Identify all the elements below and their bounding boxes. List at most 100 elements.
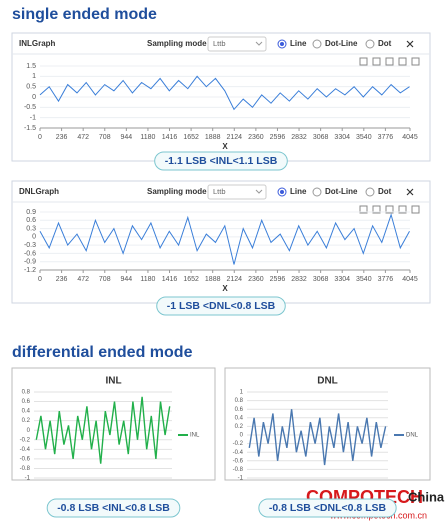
chart-title: DNL	[317, 376, 338, 387]
y-tick-label: -0.6	[20, 456, 31, 462]
y-tick-label: 0.4	[235, 415, 244, 421]
x-tick-label: 0	[38, 276, 42, 283]
x-tick-label: 3068	[313, 134, 329, 141]
data-line	[39, 75, 410, 111]
section-heading: differential ended mode	[12, 344, 193, 361]
y-tick-label: 0.8	[235, 398, 244, 404]
y-tick-label: -0.4	[233, 450, 244, 456]
x-tick-label: 3304	[334, 276, 350, 283]
radio[interactable]	[312, 187, 322, 197]
toolbar-icon[interactable]	[398, 57, 407, 66]
radio-dot	[280, 190, 284, 194]
x-tick-label: 3540	[356, 276, 372, 283]
x-tick-label: 2596	[270, 134, 286, 141]
x-tick-label: 2832	[291, 134, 307, 141]
sampling-select[interactable]	[207, 36, 267, 52]
y-tick-label: 0.2	[235, 424, 244, 430]
note-pill: -1 LSB <DNL<0.8 LSB	[156, 296, 286, 316]
toolbar-icon[interactable]	[359, 205, 368, 214]
toolbar-icon[interactable]	[372, 205, 381, 214]
chart-title: INL	[105, 376, 121, 387]
radio[interactable]	[365, 187, 375, 197]
x-tick-label: 1652	[183, 276, 199, 283]
x-tick-label: 2832	[291, 276, 307, 283]
y-tick-label: -0.6	[233, 458, 244, 464]
select-caret	[255, 189, 263, 194]
x-tick-label: 1652	[183, 134, 199, 141]
x-tick-label: 3776	[378, 276, 394, 283]
note-pill: -1.1 LSB <INL<1.1 LSB	[154, 151, 288, 171]
y-tick-label: 0.4	[22, 409, 31, 415]
x-axis-label: X	[222, 142, 228, 151]
y-tick-label: -1	[238, 476, 244, 482]
x-tick-label: 472	[77, 134, 89, 141]
x-tick-label: 1180	[140, 134, 155, 141]
toolbar-icon[interactable]	[385, 205, 394, 214]
radio-label: Line	[290, 187, 307, 196]
range-note: -0.8 LSB <INL<0.8 LSB	[57, 502, 170, 514]
x-tick-label: 708	[99, 134, 111, 141]
data-line	[248, 409, 387, 466]
close-icon[interactable]	[406, 188, 414, 196]
y-tick-label: -0.8	[233, 467, 244, 473]
chart-title: INLGraph	[19, 39, 56, 48]
pill-bg	[258, 498, 397, 518]
data-line	[39, 213, 410, 265]
x-tick-label: 708	[99, 276, 111, 283]
radio[interactable]	[312, 39, 322, 49]
y-tick-label: -0.3	[24, 242, 36, 249]
radio-label: Dot	[378, 187, 392, 196]
toolbar-icon[interactable]	[359, 57, 368, 66]
radio-label: Dot-Line	[325, 39, 358, 48]
toolbar-icon[interactable]	[398, 205, 407, 214]
y-tick-label: 0.2	[22, 418, 31, 424]
x-tick-label: 236	[56, 276, 68, 283]
radio-label: Dot	[378, 39, 392, 48]
x-tick-label: 944	[121, 276, 133, 283]
chart-title: DNLGraph	[19, 187, 59, 196]
data-line	[35, 396, 171, 464]
chart-panel	[11, 367, 216, 481]
pill-bg	[156, 296, 286, 316]
y-tick-label: -0.4	[20, 447, 31, 453]
sampling-label: Sampling mode	[147, 187, 207, 196]
radio-label: Line	[290, 39, 307, 48]
y-tick-label: -0.8	[20, 466, 31, 472]
y-tick-label: -0.2	[20, 437, 31, 443]
note-pill: -0.8 LSB <DNL<0.8 LSB	[258, 498, 397, 518]
close-icon[interactable]	[406, 40, 414, 48]
x-tick-label: 236	[56, 134, 68, 141]
toolbar-icon[interactable]	[372, 57, 381, 66]
note-pill: -0.8 LSB <INL<0.8 LSB	[46, 498, 181, 518]
y-tick-label: -0.9	[24, 259, 36, 266]
x-tick-label: 944	[121, 134, 133, 141]
watermark-region: China	[408, 489, 445, 504]
y-tick-label: -1	[30, 115, 36, 122]
chart-panel	[224, 367, 431, 481]
y-tick-label: 1.5	[26, 63, 36, 70]
x-tick-label: 1888	[205, 276, 221, 283]
sampling-label: Sampling mode	[147, 39, 207, 48]
x-tick-label: 2360	[248, 134, 264, 141]
toolbar-icon[interactable]	[411, 205, 420, 214]
x-tick-label: 4045	[402, 134, 418, 141]
pill-bg	[154, 151, 288, 171]
x-tick-label: 1888	[205, 134, 221, 141]
range-note: -0.8 LSB <DNL<0.8 LSB	[269, 502, 387, 514]
y-tick-label: 0.6	[235, 407, 244, 413]
x-tick-label: 1416	[162, 134, 178, 141]
range-note: -1 LSB <DNL<0.8 LSB	[167, 300, 276, 312]
x-axis-label: X	[222, 284, 228, 293]
y-tick-label: 0	[32, 234, 36, 241]
legend-label: INL	[190, 433, 200, 439]
x-tick-label: 3776	[378, 134, 394, 141]
toolbar-icon[interactable]	[385, 57, 394, 66]
sampling-select[interactable]	[207, 184, 267, 200]
x-tick-label: 0	[38, 134, 42, 141]
radio[interactable]	[365, 39, 375, 49]
y-tick-label: 0.6	[26, 217, 36, 224]
y-tick-label: 0.8	[22, 390, 31, 396]
toolbar-icon[interactable]	[411, 57, 420, 66]
radio-label: Dot-Line	[325, 187, 358, 196]
